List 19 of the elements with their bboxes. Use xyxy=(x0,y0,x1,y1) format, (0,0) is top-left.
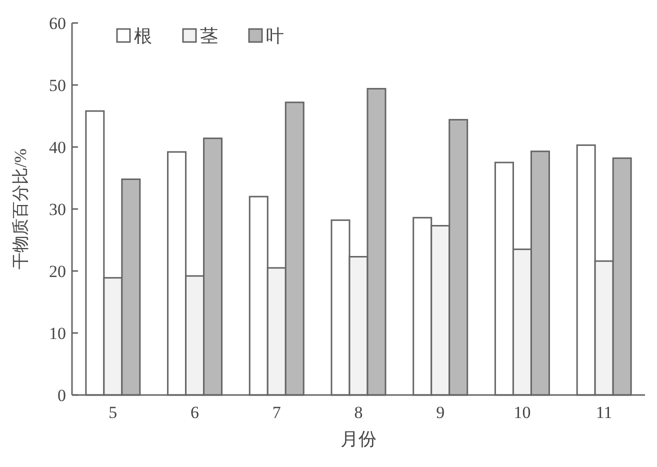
y-tick-label: 60 xyxy=(49,14,66,33)
y-axis-title: 干物质百分比/% xyxy=(11,148,30,270)
y-tick-label: 20 xyxy=(49,262,66,281)
x-tick-label: 5 xyxy=(108,403,118,422)
x-tick-label: 11 xyxy=(596,403,612,422)
legend-label: 根 xyxy=(134,26,152,46)
x-tick-label: 6 xyxy=(190,403,200,422)
x-axis-title: 月份 xyxy=(340,429,376,449)
x-tick-label: 9 xyxy=(436,403,445,422)
x-tick-label: 7 xyxy=(272,403,282,422)
y-tick-label: 30 xyxy=(49,200,66,219)
legend-label: 叶 xyxy=(266,26,284,46)
y-tick-label: 40 xyxy=(49,138,66,157)
x-tick-label: 8 xyxy=(354,403,363,422)
legend-label: 茎 xyxy=(200,26,218,46)
y-tick-label: 10 xyxy=(49,324,66,343)
y-tick-label: 0 xyxy=(58,386,66,405)
y-tick-label: 50 xyxy=(49,76,66,95)
x-tick-label: 10 xyxy=(514,403,531,422)
